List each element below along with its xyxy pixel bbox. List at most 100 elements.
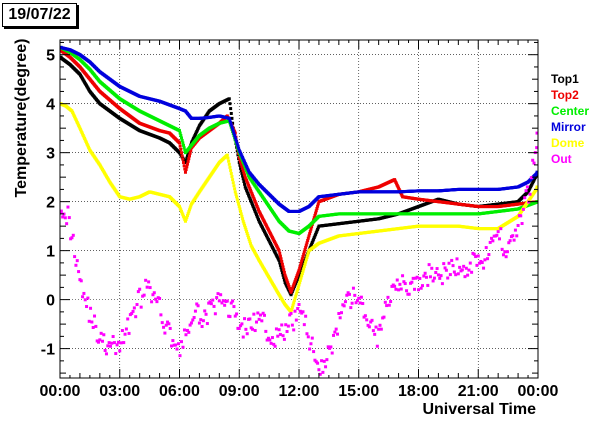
data-point [300,267,304,271]
data-point [135,303,139,307]
data-point [115,343,119,347]
data-point [387,303,391,307]
data-point [440,282,444,286]
data-point [191,318,195,322]
data-point [373,332,377,336]
data-point [480,261,484,265]
series-out [59,131,539,376]
data-point [77,270,81,274]
data-point [241,335,245,339]
data-point [303,262,307,266]
data-point [177,342,181,346]
data-point [451,264,455,268]
data-point [171,339,175,343]
data-point [516,223,520,227]
data-point [442,262,446,266]
data-point [415,275,419,279]
data-point [289,311,293,315]
data-point [301,269,305,273]
data-point [455,257,459,261]
data-point [243,175,247,179]
data-point [475,263,479,267]
data-point [280,260,284,264]
data-point [185,154,189,158]
data-point [181,160,185,164]
data-point [196,304,200,308]
data-point [488,240,492,244]
data-point [279,266,283,270]
data-point [431,279,435,283]
data-point [287,285,291,289]
data-point [252,196,256,200]
data-point [189,321,193,325]
data-point [306,253,310,257]
data-point [290,305,294,309]
data-point [336,332,340,336]
data-point [219,293,223,297]
data-point [178,205,181,209]
data-point [110,341,114,345]
data-point [91,326,95,330]
data-point [402,280,406,284]
data-point [248,196,252,200]
data-point [296,307,300,311]
data-point [293,309,297,313]
data-point [227,159,231,163]
data-point [399,287,403,291]
data-point [166,320,170,324]
data-point [316,226,320,230]
x-tick-label: 09:00 [219,383,260,400]
data-point [413,287,417,291]
data-point [255,213,259,217]
data-point [314,209,318,213]
data-point [326,345,330,349]
data-point [229,121,233,125]
data-point [333,330,337,334]
legend-entry-mirror: Mirror [551,120,586,134]
data-point [273,344,277,348]
data-point [249,242,253,246]
data-point [300,274,304,278]
data-point [186,159,190,163]
data-point [239,160,243,164]
data-point [233,190,237,194]
data-point [237,202,241,206]
data-point [73,255,77,259]
data-point [255,214,259,218]
data-point [318,372,322,376]
data-point [249,200,253,204]
data-point [382,315,386,319]
data-point [305,332,309,336]
data-point [264,329,268,333]
data-point [229,301,233,305]
data-point [247,236,251,240]
data-point [296,285,300,289]
data-point [377,327,381,331]
data-point [229,171,233,175]
data-point [395,278,399,282]
data-point [187,210,191,214]
data-point [216,292,220,296]
data-point [257,208,261,212]
data-point [478,261,482,265]
data-point [131,309,135,313]
y-axis-title: Temperature(degree) [13,39,30,198]
data-point [228,118,232,122]
data-point [385,304,389,308]
data-point [407,292,411,296]
data-point [249,198,253,202]
data-point [466,273,470,277]
data-point [155,300,159,304]
data-point [276,334,280,338]
data-point [167,322,171,326]
data-point [302,252,306,256]
data-point [236,200,240,204]
data-point [123,332,127,336]
data-point [378,323,382,327]
data-point [281,265,285,269]
data-point [212,304,216,308]
data-point [253,198,257,202]
data-point [281,273,285,277]
data-point [277,258,281,262]
data-point [310,225,314,229]
